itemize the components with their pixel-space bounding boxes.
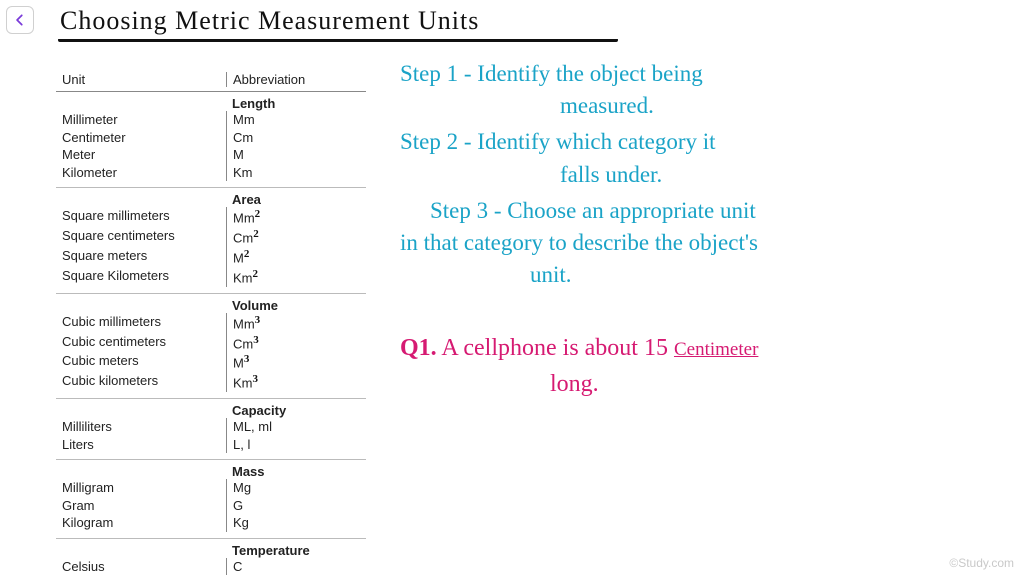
exponent: 3 (253, 334, 259, 346)
back-button[interactable] (6, 6, 34, 34)
cell-unit: Cubic meters (56, 352, 226, 372)
table-row: KilometerKm (56, 164, 366, 182)
watermark: ©Study.com (949, 556, 1014, 570)
question-text-2: long. (400, 366, 1010, 402)
page-title: Choosing Metric Measurement Units (60, 6, 479, 36)
table-section: LengthMillimeterMmCentimeterCmMeterMKilo… (56, 92, 366, 188)
cell-unit: Cubic centimeters (56, 333, 226, 353)
cell-abbr: L, l (226, 436, 346, 454)
cell-abbr: Mm (226, 111, 346, 129)
cell-unit: Millimeter (56, 111, 226, 129)
cell-abbr: Km2 (226, 267, 346, 287)
step2-line1: Step 2 - Identify which category it (400, 126, 1010, 158)
table-row: Cubic kilometersKm3 (56, 372, 366, 392)
exponent: 3 (244, 353, 250, 365)
question-1: Q1. A cellphone is about 15 Centimeter l… (400, 330, 1010, 402)
section-category: Length (56, 96, 366, 111)
table-row: Square millimetersMm2 (56, 207, 366, 227)
cell-unit: Centimeter (56, 129, 226, 147)
cell-unit: Gram (56, 497, 226, 515)
table-row: GramG (56, 497, 366, 515)
exponent: 3 (253, 373, 259, 385)
cell-abbr: G (226, 497, 346, 515)
table-header-row: Unit Abbreviation (56, 68, 366, 92)
table-row: MillimeterMm (56, 111, 366, 129)
cell-unit: Cubic millimeters (56, 313, 226, 333)
step3-line3: unit. (400, 259, 1010, 291)
step2-line2: falls under. (400, 159, 1010, 191)
cell-unit: Square Kilometers (56, 267, 226, 287)
exponent: 2 (253, 268, 259, 280)
table-row: Cubic metersM3 (56, 352, 366, 372)
step3-line2: in that category to describe the object'… (400, 227, 1010, 259)
step1-line2: measured. (400, 90, 1010, 122)
cell-unit: Cubic kilometers (56, 372, 226, 392)
table-header-abbr: Abbreviation (226, 72, 346, 87)
cell-unit: Kilogram (56, 514, 226, 532)
cell-abbr: Km3 (226, 372, 346, 392)
cell-abbr: Kg (226, 514, 346, 532)
cell-abbr: Cm2 (226, 227, 346, 247)
section-category: Temperature (56, 543, 366, 558)
table-section: AreaSquare millimetersMm2Square centimet… (56, 188, 366, 294)
section-category: Volume (56, 298, 366, 313)
step1-line1: Step 1 - Identify the object being (400, 58, 1010, 90)
table-row: KilogramKg (56, 514, 366, 532)
cell-abbr: Cm (226, 129, 346, 147)
table-row: Square metersM2 (56, 247, 366, 267)
table-row: Cubic centimetersCm3 (56, 333, 366, 353)
cell-unit: Square meters (56, 247, 226, 267)
cell-abbr: Cm3 (226, 333, 346, 353)
exponent: 2 (255, 208, 261, 220)
chevron-left-icon (13, 13, 27, 27)
units-table: Unit Abbreviation LengthMillimeterMmCent… (56, 68, 366, 576)
exponent: 3 (255, 314, 261, 326)
question-answer: Centimeter (674, 339, 758, 360)
cell-unit: Square millimeters (56, 207, 226, 227)
cell-unit: Milliliters (56, 418, 226, 436)
cell-unit: Milligram (56, 479, 226, 497)
question-label: Q1. (400, 335, 437, 361)
section-category: Area (56, 192, 366, 207)
page-root: Choosing Metric Measurement Units Unit A… (0, 0, 1024, 576)
cell-unit: Meter (56, 146, 226, 164)
exponent: 2 (244, 248, 250, 260)
cell-abbr: M3 (226, 352, 346, 372)
table-row: MilligramMg (56, 479, 366, 497)
cell-abbr: ML, ml (226, 418, 346, 436)
cell-abbr: Mm2 (226, 207, 346, 227)
cell-abbr: Mm3 (226, 313, 346, 333)
table-row: CelsiusC (56, 558, 366, 576)
steps-notes: Step 1 - Identify the object being measu… (400, 58, 1010, 291)
cell-unit: Celsius (56, 558, 226, 576)
cell-abbr: Mg (226, 479, 346, 497)
table-row: CentimeterCm (56, 129, 366, 147)
table-section: CapacityMillilitersML, mlLitersL, l (56, 399, 366, 460)
cell-unit: Liters (56, 436, 226, 454)
table-section: VolumeCubic millimetersMm3Cubic centimet… (56, 294, 366, 400)
cell-abbr: C (226, 558, 346, 576)
cell-unit: Kilometer (56, 164, 226, 182)
section-category: Mass (56, 464, 366, 479)
cell-abbr: M2 (226, 247, 346, 267)
table-row: MeterM (56, 146, 366, 164)
exponent: 2 (253, 228, 259, 240)
title-underline (58, 38, 618, 42)
cell-unit: Square centimeters (56, 227, 226, 247)
table-row: Square centimetersCm2 (56, 227, 366, 247)
table-row: LitersL, l (56, 436, 366, 454)
cell-abbr: Km (226, 164, 346, 182)
cell-abbr: M (226, 146, 346, 164)
table-row: Square KilometersKm2 (56, 267, 366, 287)
table-row: MillilitersML, ml (56, 418, 366, 436)
question-text-1: A cellphone is about 15 (437, 335, 674, 361)
section-category: Capacity (56, 403, 366, 418)
table-section: TemperatureCelsiusC (56, 539, 366, 576)
table-section: MassMilligramMgGramGKilogramKg (56, 460, 366, 539)
table-header-unit: Unit (56, 72, 226, 87)
step3-line1: Step 3 - Choose an appropriate unit (400, 195, 1010, 227)
table-row: Cubic millimetersMm3 (56, 313, 366, 333)
